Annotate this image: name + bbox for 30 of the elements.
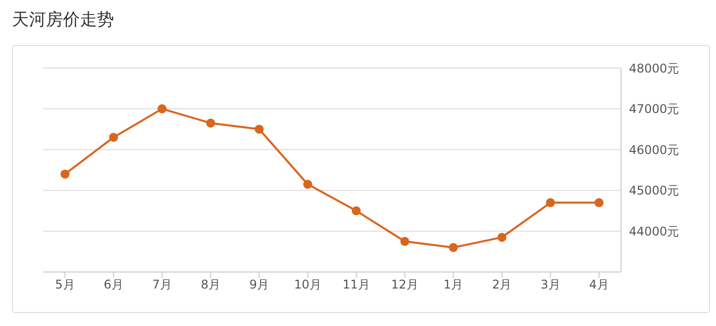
point xyxy=(158,104,167,114)
x-tick-label: 7月 xyxy=(152,278,172,292)
point xyxy=(400,236,410,246)
x-tick-label: 4月 xyxy=(589,278,609,292)
x-tick-label: 10月 xyxy=(294,278,322,292)
x-tick-label: 8月 xyxy=(200,278,220,292)
point xyxy=(352,206,361,216)
point xyxy=(60,170,70,179)
x-tick-label: 11月 xyxy=(342,278,370,292)
point xyxy=(594,198,604,208)
x-tick-label: 3月 xyxy=(540,278,560,292)
point xyxy=(254,124,264,134)
point xyxy=(448,243,458,252)
y-tick-label: 47000元 xyxy=(629,102,680,116)
x-tick-label: 6月 xyxy=(104,278,124,292)
point xyxy=(546,198,555,208)
point xyxy=(497,232,506,242)
y-tick-label: 45000元 xyxy=(629,184,680,198)
point xyxy=(303,180,312,189)
chart-title: 天河房价走势 xyxy=(12,9,115,31)
y-tick-label: 48000元 xyxy=(629,61,680,76)
x-tick-label: 5月 xyxy=(55,278,75,292)
point xyxy=(206,118,216,128)
y-tick-label: 46000元 xyxy=(629,142,680,157)
point xyxy=(109,132,118,142)
x-tick-label: 9月 xyxy=(249,278,269,292)
y-tick-label: 44000元 xyxy=(629,224,680,238)
x-tick-label: 2月 xyxy=(492,278,512,292)
x-tick-label: 1月 xyxy=(444,278,464,292)
x-tick-label: 12月 xyxy=(391,278,418,292)
